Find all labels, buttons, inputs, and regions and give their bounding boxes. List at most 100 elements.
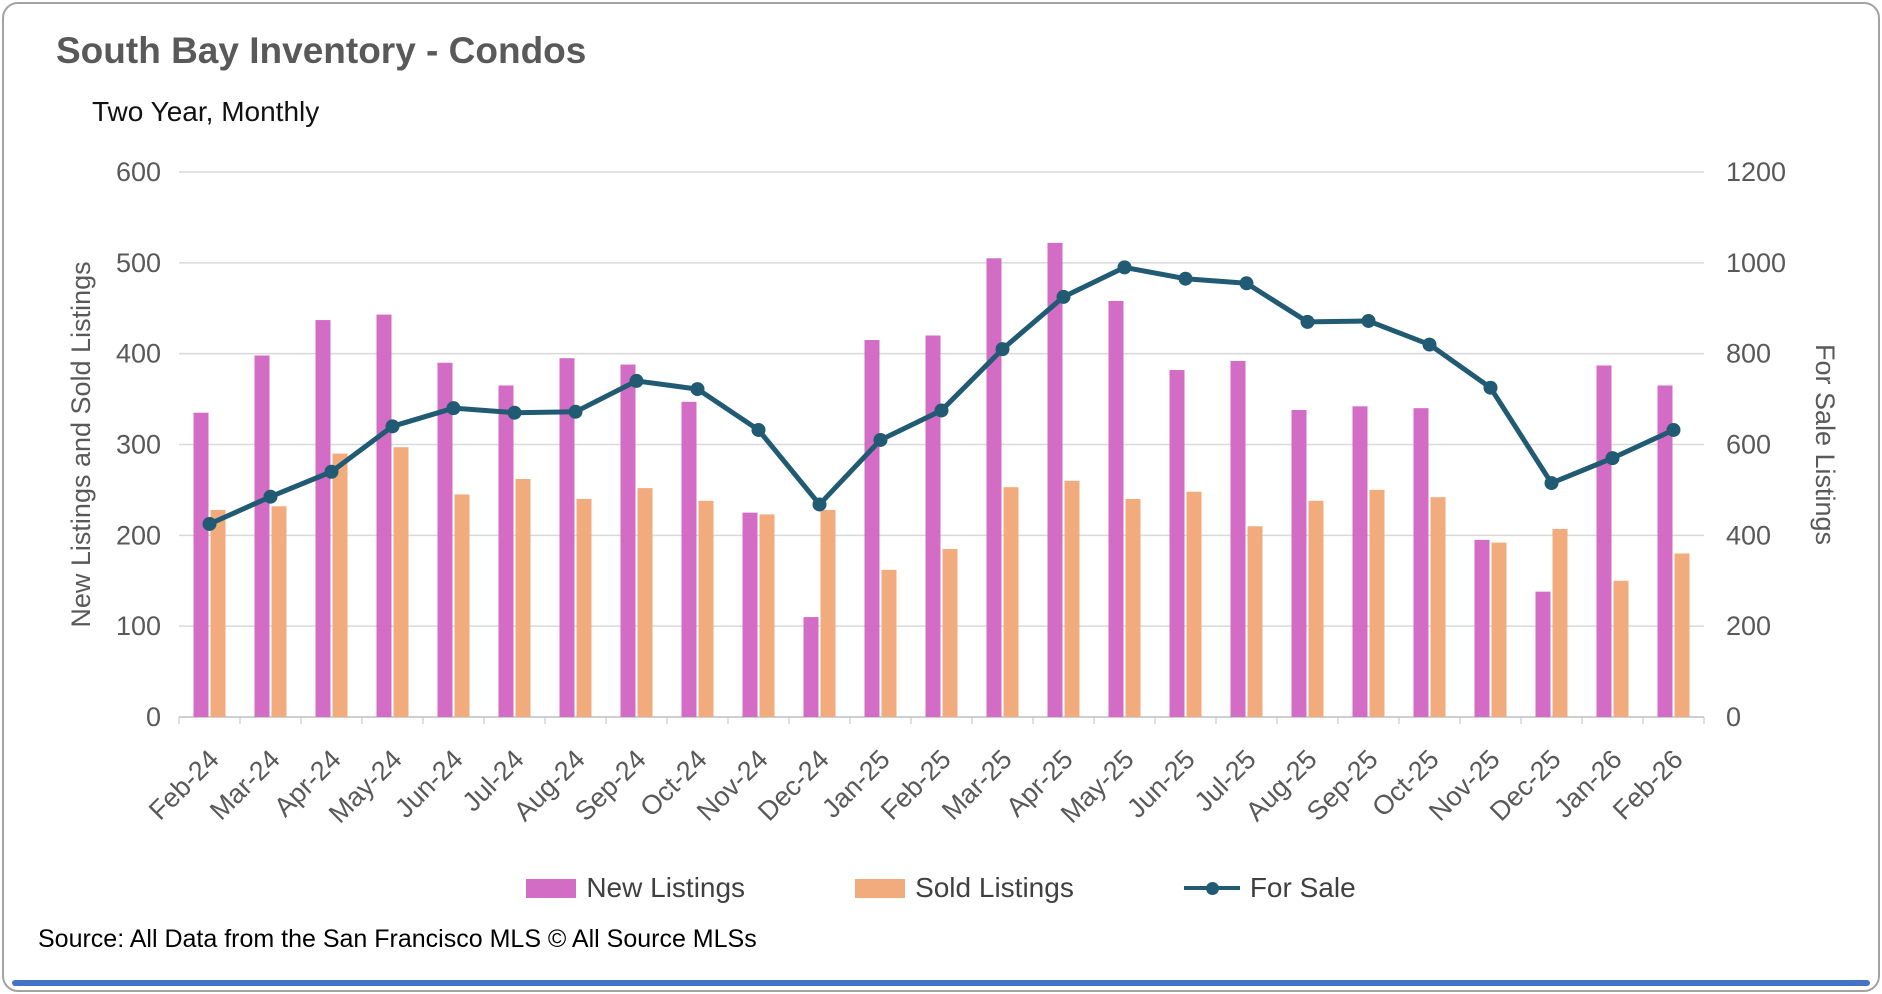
- for-sale-marker: [202, 516, 217, 531]
- bar: [1413, 408, 1429, 717]
- x-axis-labels: Feb-24Mar-24Apr-24May-24Jun-24Jul-24Aug-…: [143, 744, 1689, 829]
- y2-axis-tick-label: 600: [1726, 430, 1771, 460]
- left-axis-labels: 0 100 200 300 400 500 600: [116, 157, 161, 732]
- y-axis-tick-label: 300: [116, 430, 161, 460]
- legend-swatch-new-listings: [526, 878, 577, 898]
- for-sale-marker: [446, 401, 461, 416]
- bar: [1169, 370, 1185, 717]
- legend-label-new-listings: New Listings: [586, 872, 746, 903]
- legend-item-sold-listings: Sold Listings: [855, 872, 1074, 904]
- for-sale-marker: [629, 373, 644, 388]
- for-sale-marker: [568, 404, 583, 419]
- chart-title: South Bay Inventory - Condos: [56, 30, 587, 71]
- bar: [454, 494, 470, 717]
- for-sale-marker: [873, 432, 888, 447]
- for-sale-marker: [1422, 337, 1437, 352]
- bar-series-0: [193, 242, 1673, 717]
- bar: [1613, 580, 1629, 717]
- bar: [1657, 385, 1673, 717]
- bar: [1125, 499, 1141, 717]
- y2-axis-tick-label: 800: [1726, 339, 1771, 369]
- bar: [1491, 542, 1507, 717]
- right-axis-title: For Sale Listings: [1810, 344, 1840, 545]
- for-sale-marker: [1483, 380, 1498, 395]
- bar: [1064, 480, 1080, 717]
- bar: [1596, 365, 1612, 717]
- bar: [210, 509, 226, 717]
- for-sale-marker: [1544, 476, 1559, 491]
- bar: [620, 364, 636, 717]
- for-sale-marker: [385, 419, 400, 434]
- y2-axis-tick-label: 200: [1726, 611, 1771, 641]
- legend-item-new-listings: New Listings: [526, 872, 745, 904]
- for-sale-marker: [324, 464, 339, 479]
- y-axis-tick-label: 100: [116, 611, 161, 641]
- left-axis-title: New Listings and Sold Listings: [66, 261, 96, 627]
- bar: [1674, 553, 1690, 717]
- gridlines: [179, 171, 1704, 718]
- y-axis-tick-label: 200: [116, 520, 161, 550]
- bar: [1230, 360, 1246, 717]
- bar: [820, 509, 836, 717]
- for-sale-line: [207, 264, 1676, 527]
- right-axis-labels: 0 200 400 600 800 1000 1200: [1726, 157, 1786, 732]
- bar: [559, 358, 575, 717]
- bar: [1108, 300, 1124, 717]
- for-sale-marker: [1605, 451, 1620, 466]
- y-axis-tick-label: 500: [116, 248, 161, 278]
- bar: [1186, 491, 1202, 717]
- legend-label-sold-listings: Sold Listings: [915, 872, 1074, 903]
- bar: [1247, 526, 1263, 717]
- bar: [637, 488, 653, 717]
- for-sale-marker: [1117, 260, 1132, 275]
- x-axis-label: Mar-25: [936, 744, 1018, 826]
- bar: [681, 401, 697, 717]
- for-sale-marker: [1178, 271, 1193, 286]
- legend-swatch-sold-listings: [855, 878, 906, 898]
- bar: [393, 447, 409, 717]
- bar: [193, 412, 209, 717]
- bar: [986, 258, 1002, 717]
- x-axis-label: Mar-24: [204, 744, 286, 826]
- bar: [437, 362, 453, 717]
- for-sale-marker: [1300, 314, 1315, 329]
- for-sale-markers: [202, 260, 1681, 531]
- bar: [515, 479, 531, 717]
- for-sale-marker: [690, 382, 705, 397]
- bar: [698, 500, 714, 717]
- bar-series-1: [210, 447, 1690, 717]
- x-axis-label: Jun-24: [389, 744, 469, 824]
- bar: [1003, 487, 1019, 717]
- for-sale-marker: [812, 497, 827, 512]
- for-sale-marker: [507, 405, 522, 420]
- for-sale-marker: [1361, 313, 1376, 328]
- bar: [254, 355, 270, 717]
- for-sale-marker: [751, 422, 766, 437]
- x-axis: [178, 717, 1705, 724]
- chart-subtitle: Two Year, Monthly: [92, 96, 320, 127]
- legend-label-for-sale: For Sale: [1249, 872, 1356, 903]
- bar: [376, 314, 392, 717]
- bar: [1430, 497, 1446, 717]
- y2-axis-tick-label: 400: [1726, 520, 1771, 550]
- chart-canvas: 0 100 200 300 400 500 600 0 200 400 600 800 1000 1200…: [66, 157, 1840, 829]
- bar: [942, 548, 958, 717]
- for-sale-marker: [1239, 276, 1254, 291]
- y2-axis-tick-label: 1000: [1726, 248, 1786, 278]
- bar: [803, 617, 819, 717]
- y-axis-tick-label: 0: [146, 702, 161, 732]
- bar: [742, 512, 758, 717]
- y2-axis-tick-label: 0: [1726, 702, 1741, 732]
- x-axis-label: Jun-25: [1121, 744, 1201, 824]
- legend-marker-for-sale: [1183, 880, 1240, 896]
- for-sale-marker: [263, 489, 278, 504]
- bar: [315, 320, 331, 717]
- source-note: Source: All Data from the San Francisco …: [38, 925, 757, 953]
- y-axis-tick-label: 400: [116, 339, 161, 369]
- chart-legend: New Listings Sold Listings For Sale: [4, 872, 1878, 904]
- bar: [881, 569, 897, 717]
- y-axis-tick-label: 600: [116, 157, 161, 187]
- bar: [1291, 409, 1307, 717]
